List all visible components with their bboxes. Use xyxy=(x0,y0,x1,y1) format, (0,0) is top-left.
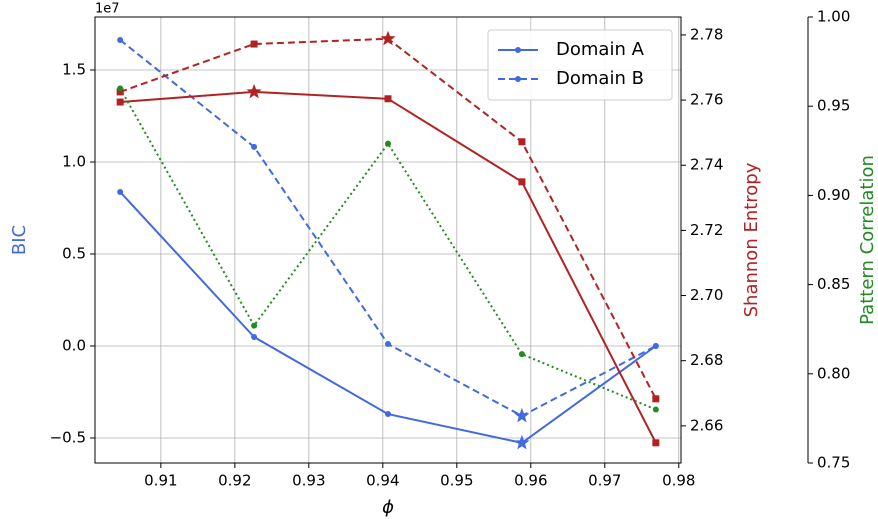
legend-label: Domain A xyxy=(556,39,645,60)
y2-tick-label: 2.70 xyxy=(690,286,723,304)
plot-frame xyxy=(94,16,682,464)
point-marker xyxy=(652,342,659,349)
point-marker xyxy=(385,140,391,147)
x-tick-label: 0.97 xyxy=(588,472,621,490)
point-marker xyxy=(385,411,391,418)
series-line xyxy=(119,87,657,411)
star-marker xyxy=(246,83,262,99)
y2-axis-label: Shannon Entropy xyxy=(741,162,762,317)
square-marker xyxy=(652,395,660,403)
x-axis-label: ϕ xyxy=(382,497,394,518)
series-line xyxy=(119,191,657,444)
point-marker xyxy=(385,340,391,347)
y-tick-label: 0.0 xyxy=(62,336,86,354)
square-marker xyxy=(116,98,124,106)
square-marker xyxy=(652,439,660,447)
y2-tick-label: 2.78 xyxy=(690,25,723,43)
y3-tick-label: 0.85 xyxy=(817,275,850,293)
y-tick-label: −0.5 xyxy=(50,428,86,446)
point-marker xyxy=(251,333,258,340)
square-marker xyxy=(116,88,124,96)
x-tick-label: 0.96 xyxy=(514,472,547,490)
legend-marker xyxy=(515,47,521,53)
y2-tick-label: 2.66 xyxy=(690,416,723,434)
square-marker xyxy=(518,138,526,146)
x-tick-label: 0.98 xyxy=(662,472,695,490)
y2-tick-label: 2.74 xyxy=(690,156,723,174)
legend-marker xyxy=(515,76,521,82)
y2-tick-label: 2.72 xyxy=(690,221,723,239)
point-marker xyxy=(117,85,124,92)
star-marker xyxy=(380,30,396,46)
y-tick-label: 1.0 xyxy=(62,152,86,170)
point-marker xyxy=(117,36,124,43)
y-tick-label: 0.5 xyxy=(62,244,86,262)
square-marker xyxy=(250,40,258,48)
y2-tick-label: 2.68 xyxy=(690,351,723,369)
y3-tick-label: 1.00 xyxy=(817,8,850,26)
point-marker xyxy=(117,188,124,195)
y3-axis-label: Pattern Correlation xyxy=(857,155,878,325)
offset-label: 1e7 xyxy=(95,2,120,17)
legend-box xyxy=(487,29,673,101)
point-marker xyxy=(251,143,258,150)
x-tick-label: 0.95 xyxy=(440,472,473,490)
y3-tick-label: 0.80 xyxy=(817,364,850,382)
y3-tick-label: 0.90 xyxy=(817,186,850,204)
square-marker xyxy=(518,178,526,186)
point-marker xyxy=(251,322,258,329)
point-marker xyxy=(518,351,525,358)
x-tick-label: 0.93 xyxy=(292,472,325,490)
point-marker xyxy=(652,406,659,413)
legend-label: Domain B xyxy=(556,68,644,89)
y-tick-label: 1.5 xyxy=(62,60,86,78)
x-tick-label: 0.92 xyxy=(218,472,251,490)
x-tick-label: 0.91 xyxy=(144,472,177,490)
star-marker xyxy=(514,434,530,450)
y2-tick-label: 2.76 xyxy=(690,91,723,109)
y3-tick-label: 0.95 xyxy=(817,97,850,115)
x-tick-label: 0.94 xyxy=(366,472,399,490)
y3-tick-label: 0.75 xyxy=(817,454,850,472)
y-axis-label: BIC xyxy=(9,225,30,255)
square-marker xyxy=(384,95,392,103)
star-marker xyxy=(514,407,530,423)
